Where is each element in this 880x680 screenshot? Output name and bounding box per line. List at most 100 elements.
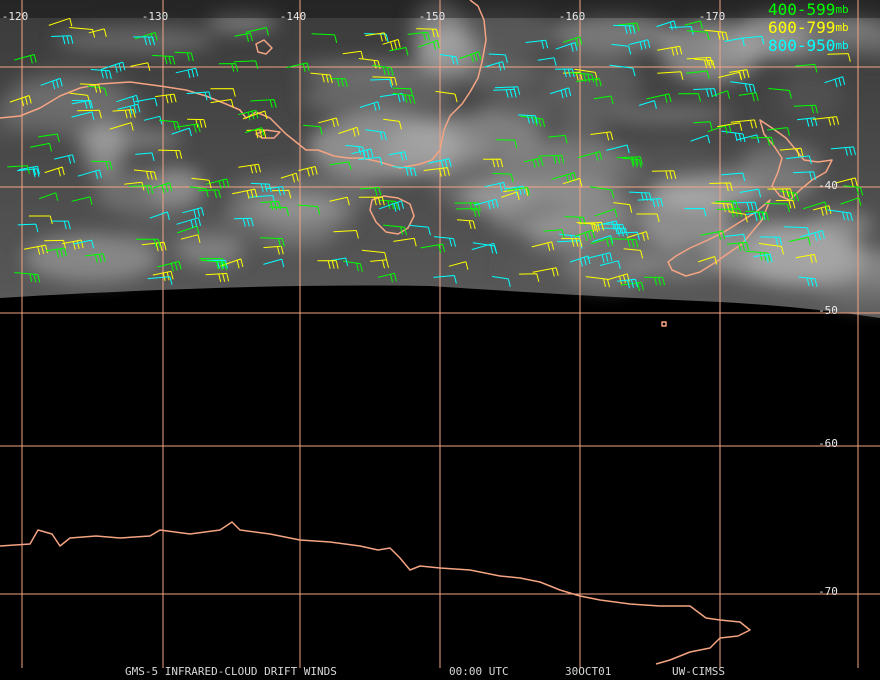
wind-barb <box>577 151 603 161</box>
wind-barb <box>117 103 141 115</box>
wind-barb <box>407 31 431 41</box>
wind-barb <box>563 36 583 47</box>
wind-barb <box>519 273 540 282</box>
wind-barb <box>158 149 183 159</box>
longitude-label: -150 <box>419 10 446 23</box>
wind-barb <box>28 215 53 225</box>
wind-barb <box>730 119 757 129</box>
wind-barb <box>44 239 66 249</box>
wind-barb <box>594 208 618 218</box>
wind-barb <box>622 157 642 168</box>
wind-barb <box>843 185 864 196</box>
wind-barb <box>459 51 482 63</box>
wind-barb <box>210 88 236 97</box>
wind-barb <box>428 158 452 169</box>
wind-barb <box>684 208 707 217</box>
wind-barb <box>678 93 701 102</box>
wind-barb <box>686 56 713 66</box>
wind-barb <box>351 148 374 160</box>
wind-barb <box>329 161 352 170</box>
wind-barb <box>133 36 156 46</box>
wind-barb <box>745 210 769 221</box>
wind-barb <box>7 165 30 174</box>
wind-barb <box>250 99 277 108</box>
tasmania-coast <box>369 195 415 235</box>
wind-barb <box>91 160 113 170</box>
wind-barb <box>51 35 74 45</box>
wind-barb <box>342 50 364 60</box>
wind-barb <box>548 134 568 144</box>
wind-barb <box>358 156 383 166</box>
cloud <box>0 83 143 135</box>
wind-barb <box>601 223 626 233</box>
wind-barb <box>48 17 73 27</box>
wind-barb <box>383 224 408 236</box>
wind-barb <box>88 28 107 38</box>
longitude-label: -160 <box>559 10 586 23</box>
wind-barb <box>561 237 583 247</box>
wind-barb <box>345 144 366 156</box>
wind-barb <box>433 236 456 247</box>
wind-barb <box>726 241 749 252</box>
wind-barb <box>725 233 747 243</box>
wind-barb <box>39 192 59 201</box>
wind-barb <box>423 167 450 177</box>
longitude-label: -170 <box>699 10 726 23</box>
legend-label: 400-599 <box>768 0 835 19</box>
wind-barb <box>775 199 796 209</box>
wind-barb <box>23 244 48 255</box>
wind-barb <box>484 61 506 71</box>
wind-barb <box>433 275 457 284</box>
wind-barb <box>753 253 773 263</box>
wind-barb <box>260 237 285 247</box>
wind-barb <box>417 39 440 50</box>
wind-barb <box>372 76 398 86</box>
wind-barb <box>834 177 858 188</box>
legend-entry: 400-599mb <box>768 0 849 19</box>
wind-barb <box>393 237 417 247</box>
wind-barb <box>788 236 811 246</box>
wind-barb <box>157 260 182 272</box>
wind-barb <box>492 276 511 288</box>
wind-barb <box>79 83 102 93</box>
australia-coast <box>0 0 487 169</box>
wind-barb <box>739 188 762 198</box>
wind-barb <box>730 81 756 93</box>
wind-barb <box>496 139 518 149</box>
wind-barb <box>14 54 37 64</box>
wind-barb <box>51 220 71 230</box>
wind-barb <box>538 154 565 164</box>
wind-barb <box>728 211 748 223</box>
wind-barb <box>779 147 804 157</box>
wind-barb <box>656 20 677 31</box>
wind-barb <box>616 231 640 241</box>
cloud <box>546 50 642 117</box>
wind-barb <box>116 94 139 105</box>
wind-barb <box>360 187 382 196</box>
wind-barb <box>358 58 381 70</box>
wind-barb <box>651 170 677 180</box>
wind-barb <box>800 230 825 241</box>
wind-barb <box>785 155 812 165</box>
wind-barb <box>830 146 856 156</box>
cloud <box>650 175 760 209</box>
wind-barb <box>197 189 221 199</box>
wind-barb <box>759 236 783 246</box>
wind-barb <box>69 27 96 38</box>
wind-barb <box>523 157 544 168</box>
wind-barb <box>392 166 417 177</box>
wind-barb <box>176 123 201 133</box>
wind-barb <box>388 151 408 161</box>
wind-barb <box>439 54 459 65</box>
wind-barb <box>578 221 604 231</box>
nz-north <box>759 119 833 201</box>
wind-barb <box>174 51 194 62</box>
wind-barb <box>155 93 177 104</box>
wind-barb <box>590 186 615 199</box>
wind-barb <box>824 76 846 88</box>
wind-barb <box>359 101 381 112</box>
wind-barb <box>613 24 636 35</box>
cloud <box>777 68 843 122</box>
wind-barb <box>77 109 102 119</box>
